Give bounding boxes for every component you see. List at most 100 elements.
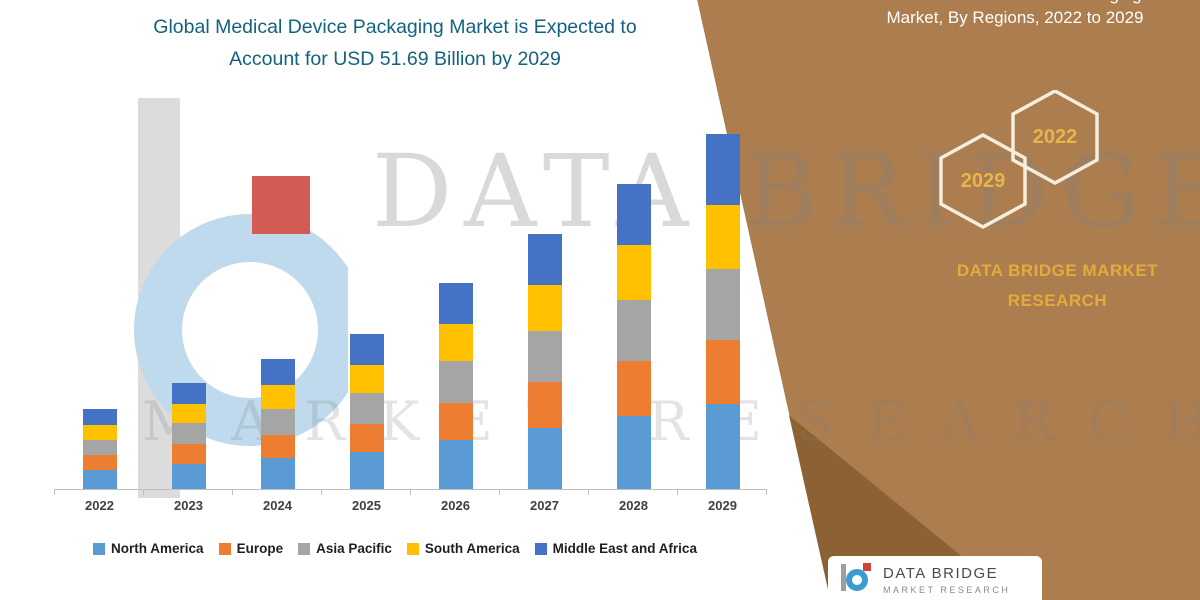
bar-segment-south-america	[616, 244, 651, 300]
bar-slot-2025: 2025	[322, 128, 411, 513]
bar-segment-europe	[527, 381, 562, 428]
bar-segment-south-america	[527, 285, 562, 332]
bar-slot-2023: 2023	[144, 128, 233, 513]
legend-item-south-america: South America	[406, 541, 520, 556]
legend-item-asia-pacific: Asia Pacific	[298, 541, 392, 556]
bar-segment-europe	[438, 402, 473, 440]
bar-slot-2029: 2029	[678, 128, 767, 513]
legend-label: Middle East and Africa	[552, 541, 697, 556]
bar-slot-2026: 2026	[411, 128, 500, 513]
bar-segment-asia-pacific	[260, 408, 295, 435]
bar-segment-europe	[171, 444, 206, 464]
bar-segment-south-america	[705, 205, 740, 270]
bar-slot-2027: 2027	[500, 128, 589, 513]
bar-segment-north-america	[705, 403, 740, 489]
x-tick-label: 2026	[441, 498, 470, 513]
bar-segment-asia-pacific	[616, 299, 651, 361]
bar-segment-middle-east-and-africa	[616, 183, 651, 245]
bar-segment-south-america	[171, 403, 206, 424]
x-tick-label: 2027	[530, 498, 559, 513]
hexagon-2022-outline	[1011, 90, 1099, 185]
legend-item-north-america: North America	[93, 541, 204, 556]
legend-label: Asia Pacific	[316, 541, 392, 556]
brand-text-line2: RESEARCH	[1007, 290, 1108, 310]
bar-segment-south-america	[349, 364, 384, 393]
x-tick-label: 2028	[619, 498, 648, 513]
stacked-bar-2022	[82, 409, 117, 489]
panel-caption-line2: Market, By Regions, 2022 to 2029	[886, 8, 1144, 27]
bar-segment-middle-east-and-africa	[82, 409, 117, 426]
stacked-bar-2027	[527, 234, 562, 489]
bar-segment-europe	[705, 340, 740, 404]
stacked-bar-2025	[349, 333, 384, 489]
bar-segment-europe	[82, 455, 117, 470]
bar-segment-south-america	[82, 425, 117, 440]
x-tick-label: 2025	[352, 498, 381, 513]
bar-segment-asia-pacific	[705, 269, 740, 341]
legend-label: Europe	[236, 541, 284, 556]
bar-segment-asia-pacific	[527, 331, 562, 382]
bar-segment-north-america	[616, 415, 651, 489]
bar-segment-asia-pacific	[171, 423, 206, 445]
bar-segment-south-america	[438, 324, 473, 362]
legend-swatch	[298, 542, 311, 555]
bar-slot-2028: 2028	[589, 128, 678, 513]
bar-segment-middle-east-and-africa	[705, 134, 740, 206]
panel-caption: Global Medical Device Packaging Market, …	[840, 0, 1190, 29]
bar-segment-middle-east-and-africa	[527, 234, 562, 286]
hexagon-year-2029: 2029	[960, 170, 1006, 192]
bar-segment-middle-east-and-africa	[171, 382, 206, 404]
footer-brand-sub: MARKET RESEARCH	[883, 585, 1011, 595]
legend-label: South America	[424, 541, 520, 556]
watermark-text-line1: DATA BRIDGE	[372, 133, 1200, 250]
legend-swatch	[406, 542, 419, 555]
watermark-text-line2: MARKET RESEARCH	[142, 390, 1200, 453]
bar-segment-north-america	[82, 469, 117, 489]
stacked-bar-2024	[260, 359, 295, 489]
bar-segment-europe	[260, 434, 295, 459]
stacked-bar-2028	[616, 183, 651, 489]
footer-brand-block: DATA BRIDGE MARKET RESEARCH	[883, 561, 1010, 595]
footer-brand-name: DATA BRIDGE	[883, 565, 999, 582]
legend-item-middle-east-and-africa: Middle East and Africa	[534, 541, 697, 556]
stacked-bar-2026	[438, 283, 473, 489]
bar-segment-asia-pacific	[82, 439, 117, 456]
bar-segment-north-america	[438, 439, 473, 489]
legend-item-europe: Europe	[218, 541, 284, 556]
x-tick-label: 2022	[85, 498, 114, 513]
bar-segment-asia-pacific	[438, 361, 473, 403]
bar-slot-2022: 2022	[55, 128, 144, 513]
legend-swatch	[218, 542, 231, 555]
plot-area: 2022 2023 2024 2025 2026 2027 2028 2029	[54, 128, 767, 513]
hexagon-badges	[939, 90, 1099, 229]
stacked-bar-2029	[705, 134, 740, 489]
bar-segment-middle-east-and-africa	[438, 283, 473, 325]
brand-text: DATA BRIDGE MARKET RESEARCH	[920, 256, 1195, 316]
bar-segment-europe	[349, 423, 384, 452]
brand-text-line1: DATA BRIDGE MARKET	[956, 261, 1159, 280]
bar-segment-europe	[616, 360, 651, 416]
chart-title-line2: Account for USD 51.69 Billion by 2029	[229, 47, 561, 70]
legend-swatch	[534, 542, 547, 555]
stacked-bar-2023	[171, 382, 206, 489]
bar-segment-middle-east-and-africa	[349, 333, 384, 365]
bar-segment-south-america	[260, 385, 295, 409]
data-bridge-logo-small	[841, 563, 871, 591]
bar-slot-2024: 2024	[233, 128, 322, 513]
bar-segment-north-america	[527, 427, 562, 489]
footer-logo-box: DATA BRIDGE MARKET RESEARCH	[828, 556, 1042, 600]
panel-caption-line1-clipped: Global Medical Device Packaging	[840, 0, 1190, 6]
legend-swatch	[93, 542, 106, 555]
bar-segment-north-america	[260, 458, 295, 489]
bar-segment-asia-pacific	[349, 392, 384, 424]
bar-segment-north-america	[171, 463, 206, 489]
chart-title-line1: Global Medical Device Packaging Market i…	[153, 16, 637, 38]
hexagon-year-2022: 2022	[1032, 126, 1078, 148]
x-tick-label: 2024	[263, 498, 292, 513]
hexagon-2029-outline	[939, 133, 1027, 229]
chart-title: Global Medical Device Packaging Market i…	[45, 12, 745, 75]
x-tick-label: 2023	[174, 498, 203, 513]
x-tick-label: 2029	[708, 498, 737, 513]
bar-segment-north-america	[349, 451, 384, 489]
